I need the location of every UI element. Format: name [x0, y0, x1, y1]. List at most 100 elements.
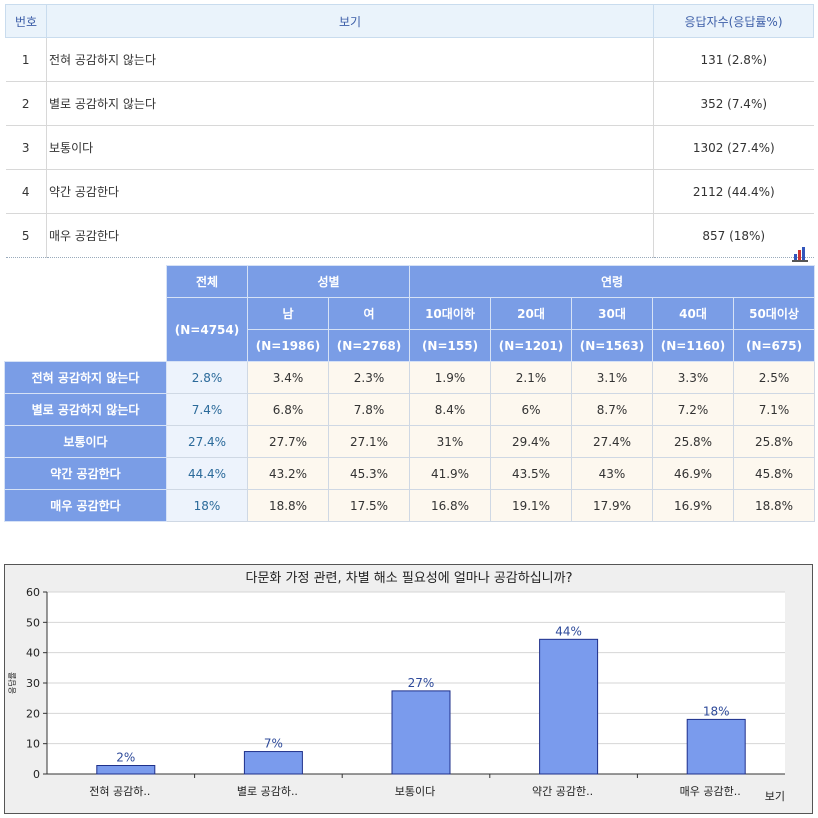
header-option: 보기 — [46, 4, 654, 38]
summary-row-number: 1 — [5, 37, 47, 82]
summary-row-label: 보통이다 — [46, 125, 654, 170]
bar-chart-icon[interactable] — [792, 247, 808, 262]
cross-cell-value: 45.8% — [732, 457, 816, 490]
cross-cell-value: 7.1% — [732, 393, 816, 426]
cross-row-label: 약간 공감한다 — [4, 457, 167, 490]
summary-header-row: 번호 보기 응답자수(응답률%) — [5, 4, 814, 38]
summary-row-label: 별로 공감하지 않는다 — [46, 81, 654, 126]
cross-cell-value: 43.2% — [247, 457, 329, 490]
cross-cell-value: 41.9% — [409, 457, 491, 490]
cross-cell-value: 16.8% — [409, 489, 491, 522]
bar — [686, 718, 746, 775]
cross-subgroup-n: (N=1160) — [652, 329, 734, 362]
cross-cell-value: 7.2% — [652, 393, 734, 426]
cross-cell-value: 2.5% — [732, 361, 816, 394]
cross-cell-value: 18.8% — [732, 489, 816, 522]
cross-header-total: 전체 — [166, 265, 248, 298]
cross-subgroup-label: 40대 — [652, 297, 734, 330]
cross-cell-total: 27.4% — [166, 425, 248, 458]
cross-row-label: 전혀 공감하지 않는다 — [4, 361, 167, 394]
cross-table: 전체 성별 연령 (N=4754) 남 여 10대이하 20대 30대 40대 50대이상 … — [4, 265, 816, 522]
summary-row-count: 352 (7.4%) — [653, 81, 814, 126]
cross-cell-value: 31% — [409, 425, 491, 458]
y-axis-label: 응답률 — [7, 672, 17, 694]
summary-row: 3 보통이다 1302 (27.4%) — [5, 125, 814, 170]
cross-cell-value: 25.8% — [732, 425, 816, 458]
cross-cell-value: 27.4% — [571, 425, 653, 458]
cross-corner — [4, 265, 167, 362]
summary-row: 4 약간 공감한다 2112 (44.4%) — [5, 169, 814, 214]
cross-subgroup-label: 50대이상 — [732, 297, 816, 330]
cross-cell-total: 2.8% — [166, 361, 248, 394]
bar-data-label: 27% — [408, 676, 435, 690]
bar-data-label: 18% — [703, 704, 730, 718]
x-tick-label: 보통이다 — [395, 785, 435, 798]
cross-cell-value: 19.1% — [490, 489, 572, 522]
cross-row-label: 매우 공감한다 — [4, 489, 167, 522]
cross-cell-value: 8.4% — [409, 393, 491, 426]
cross-cell-value: 3.1% — [571, 361, 653, 394]
cross-cell-value: 2.3% — [328, 361, 410, 394]
bar-chart: 다문화 가정 관련, 차별 해소 필요성에 얼마나 공감하십니까? 0 10 20 30… — [7, 571, 785, 803]
cross-row-label: 별로 공감하지 않는다 — [4, 393, 167, 426]
summary-row-count: 857 (18%) — [653, 213, 814, 258]
cross-cell-value: 6.8% — [247, 393, 329, 426]
summary-row-count: 131 (2.8%) — [653, 37, 814, 82]
cross-cell-value: 7.8% — [328, 393, 410, 426]
cross-cell-value: 27.1% — [328, 425, 410, 458]
cross-cell-value: 16.9% — [652, 489, 734, 522]
summary-row-count: 2112 (44.4%) — [653, 169, 814, 214]
bar — [243, 751, 303, 775]
cross-subgroup-label: 남 — [247, 297, 329, 330]
cross-subgroup-label: 20대 — [490, 297, 572, 330]
summary-table: 번호 보기 응답자수(응답률%) 1 전혀 공감하지 않는다 131 (2.8%) 2… — [5, 4, 814, 258]
bar — [391, 690, 451, 775]
cross-cell-value: 17.5% — [328, 489, 410, 522]
cross-row: 보통이다 27.4% 27.7% 27.1% 31% 29.4% 27.4% 25.8% 25.… — [4, 425, 816, 458]
cross-cell-value: 8.7% — [571, 393, 653, 426]
cross-subgroup-n: (N=1986) — [247, 329, 329, 362]
header-count: 응답자수(응답률%) — [653, 4, 814, 38]
cross-cell-value: 3.4% — [247, 361, 329, 394]
cross-cell-value: 25.8% — [652, 425, 734, 458]
x-tick-label: 매우 공감한.. — [680, 785, 741, 798]
y-tick-label: 30 — [26, 677, 40, 690]
cross-row: 전혀 공감하지 않는다 2.8% 3.4% 2.3% 1.9% 2.1% 3.1% 3.3% 2… — [4, 361, 816, 394]
summary-row: 5 매우 공감한다 857 (18%) — [5, 213, 814, 258]
cross-cell-total: 7.4% — [166, 393, 248, 426]
summary-row-label: 매우 공감한다 — [46, 213, 654, 258]
cross-header-age: 연령 — [408, 265, 816, 298]
x-tick-label: 전혀 공감하.. — [89, 784, 150, 798]
x-tick-label: 별로 공감하.. — [237, 784, 298, 798]
cross-cell-value: 43.5% — [490, 457, 572, 490]
cross-header-row-2: (N=4754) 남 여 10대이하 20대 30대 40대 50대이상 — [5, 297, 816, 362]
cross-cell-value: 27.7% — [247, 425, 329, 458]
y-tick-label: 40 — [26, 647, 40, 660]
chart-panel: 다문화 가정 관련, 차별 해소 필요성에 얼마나 공감하십니까? 0 10 20 30… — [4, 564, 813, 814]
summary-row: 1 전혀 공감하지 않는다 131 (2.8%) — [5, 37, 814, 82]
x-axis-label: 보기 — [765, 790, 785, 803]
cross-cell-value: 1.9% — [409, 361, 491, 394]
cross-subgroup-n: (N=155) — [409, 329, 491, 362]
cross-cell-value: 6% — [490, 393, 572, 426]
summary-row-number: 3 — [5, 125, 47, 170]
cross-subgroup-label: 10대이하 — [409, 297, 491, 330]
x-tick-label: 약간 공감한.. — [532, 784, 593, 798]
cross-row: 매우 공감한다 18% 18.8% 17.5% 16.8% 19.1% 17.9% 16.9%… — [4, 489, 816, 522]
cross-cell-value: 2.1% — [490, 361, 572, 394]
cross-cell-value: 45.3% — [328, 457, 410, 490]
cross-header-gender: 성별 — [247, 265, 410, 298]
summary-row-label: 전혀 공감하지 않는다 — [46, 37, 654, 82]
bar-data-label: 44% — [555, 624, 582, 638]
cross-header-row-3: (N=1986) (N=2768) (N=155) (N=1201) (N=1563)(… — [5, 329, 816, 362]
summary-row-number: 5 — [5, 213, 47, 258]
bar — [96, 765, 156, 775]
cross-subgroup-n: (N=1563) — [571, 329, 653, 362]
y-tick-label: 50 — [26, 616, 40, 629]
cross-subgroup-n: (N=675) — [732, 329, 816, 362]
cross-row: 별로 공감하지 않는다 7.4% 6.8% 7.8% 8.4% 6% 8.7% 7.2% 7.1… — [4, 393, 816, 426]
summary-row-label: 약간 공감한다 — [46, 169, 654, 214]
cross-cell-value: 3.3% — [652, 361, 734, 394]
y-tick-label: 20 — [26, 707, 40, 720]
cross-cell-total: 18% — [166, 489, 248, 522]
